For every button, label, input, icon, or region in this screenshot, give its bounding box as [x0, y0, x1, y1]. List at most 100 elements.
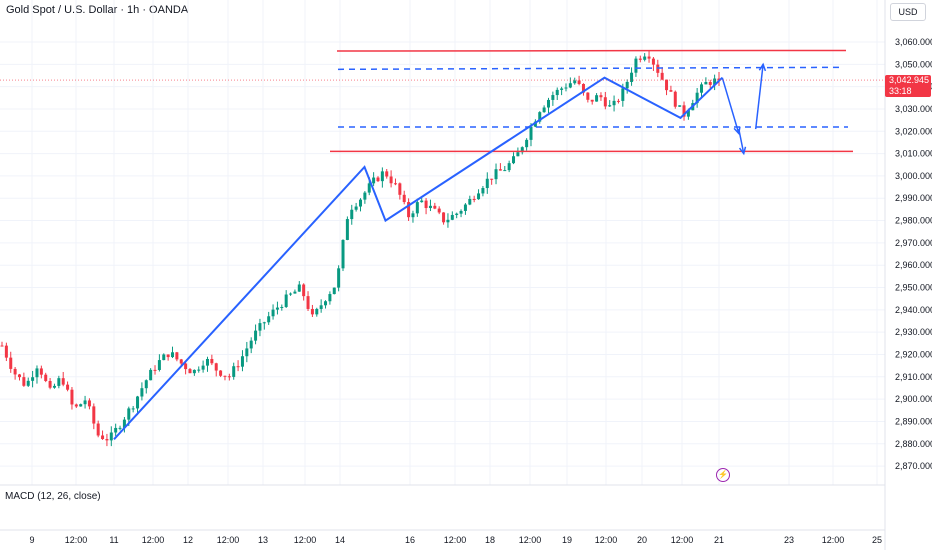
candle-body	[254, 330, 258, 341]
candle-body	[498, 169, 502, 171]
y-tick-label: 2,900.000	[895, 394, 932, 404]
candle-body	[214, 363, 218, 371]
candle-body	[280, 306, 284, 308]
x-tick-label: 20	[637, 535, 647, 545]
y-tick-label: 2,950.000	[895, 283, 932, 293]
candle-body	[118, 427, 122, 429]
candle-body	[686, 110, 690, 117]
candle-body	[376, 177, 380, 182]
candle-body	[651, 58, 655, 65]
candle-body	[450, 214, 454, 220]
candle-body	[44, 374, 48, 381]
candle-body	[708, 82, 712, 85]
candle-body	[271, 309, 275, 317]
candle-body	[380, 171, 384, 182]
candle-body	[328, 294, 332, 302]
candle-body	[402, 194, 406, 203]
candle-body	[520, 147, 524, 153]
candle-body	[17, 374, 21, 378]
candle-body	[345, 219, 349, 240]
candle-body	[9, 357, 13, 369]
candle-body	[590, 99, 594, 102]
candle-body	[481, 188, 485, 194]
x-tick-label: 12:00	[595, 535, 618, 545]
projection-down-extended-arrow	[738, 128, 745, 154]
macd-label[interactable]: MACD (12, 26, close)	[5, 491, 101, 502]
candle-body	[359, 199, 362, 207]
lightning-icon[interactable]: ⚡	[716, 468, 730, 482]
y-tick-label: 3,030.000	[895, 104, 932, 114]
candle-body	[122, 419, 126, 428]
y-tick-label: 3,010.000	[895, 149, 932, 159]
y-tick-label: 2,960.000	[895, 260, 932, 270]
candle-body	[433, 205, 437, 209]
candle-body	[79, 404, 83, 407]
x-tick-label: 12:00	[519, 535, 542, 545]
candle-body	[665, 79, 669, 91]
candle-body	[363, 192, 367, 200]
candle-body	[477, 193, 481, 200]
y-tick-label: 2,930.000	[895, 327, 932, 337]
candle-body	[306, 296, 310, 309]
candle-body	[219, 370, 223, 376]
candle-body	[595, 95, 599, 102]
candle-body	[485, 178, 489, 189]
y-tick-label: 3,060.000	[895, 37, 932, 47]
candle-body	[52, 385, 56, 388]
y-tick-label: 2,880.000	[895, 439, 932, 449]
chart-title: Gold Spot / U.S. Dollar · 1h · OANDA	[6, 4, 189, 16]
candle-body	[634, 58, 638, 73]
candle-body	[695, 92, 699, 104]
x-tick-label: 12:00	[142, 535, 165, 545]
chart-drawings	[113, 49, 853, 440]
trend-path	[113, 76, 723, 440]
candle-body	[393, 183, 397, 185]
x-tick-label: 25	[872, 535, 882, 545]
candle-body	[101, 435, 105, 440]
candle-body	[490, 178, 494, 180]
candle-body	[516, 152, 520, 157]
candle-body	[411, 213, 415, 218]
candle-body	[608, 105, 612, 107]
projection-down-arrow	[721, 77, 740, 134]
candle-body	[166, 354, 170, 358]
candle-body	[332, 287, 336, 295]
projection-up-arrow	[754, 64, 764, 130]
candle-body	[660, 72, 664, 80]
candle-body	[57, 378, 61, 386]
candle-body	[188, 369, 192, 374]
candle-body	[638, 58, 642, 60]
candle-body	[39, 368, 43, 375]
candle-body	[700, 84, 704, 93]
candle-body	[459, 210, 463, 214]
x-tick-label: 11	[109, 535, 118, 545]
candle-body	[542, 107, 546, 113]
candle-body	[289, 293, 293, 295]
currency-selector[interactable]: USD	[890, 3, 926, 21]
candle-body	[144, 380, 148, 389]
candle-body	[494, 169, 498, 180]
candle-body	[612, 100, 616, 106]
candle-body	[643, 56, 647, 60]
candle-body	[210, 358, 214, 364]
candle-body	[442, 212, 446, 223]
candle-body	[564, 87, 568, 89]
projection-down-arrow-head	[733, 126, 741, 136]
candle-body	[577, 80, 581, 84]
candle-body	[179, 359, 183, 364]
x-tick-label: 13	[258, 535, 268, 545]
candle-body	[66, 384, 70, 390]
candle-body	[192, 369, 196, 374]
candle-body	[127, 408, 131, 420]
candle-body	[713, 78, 717, 85]
candle-body	[468, 198, 472, 205]
candle-body	[149, 369, 153, 381]
candle-body	[367, 183, 371, 193]
candle-body	[70, 389, 74, 405]
candle-body	[420, 200, 424, 203]
candle-body	[227, 376, 231, 378]
candle-body	[109, 432, 113, 441]
x-tick-label: 16	[405, 535, 415, 545]
candle-body	[573, 80, 577, 84]
